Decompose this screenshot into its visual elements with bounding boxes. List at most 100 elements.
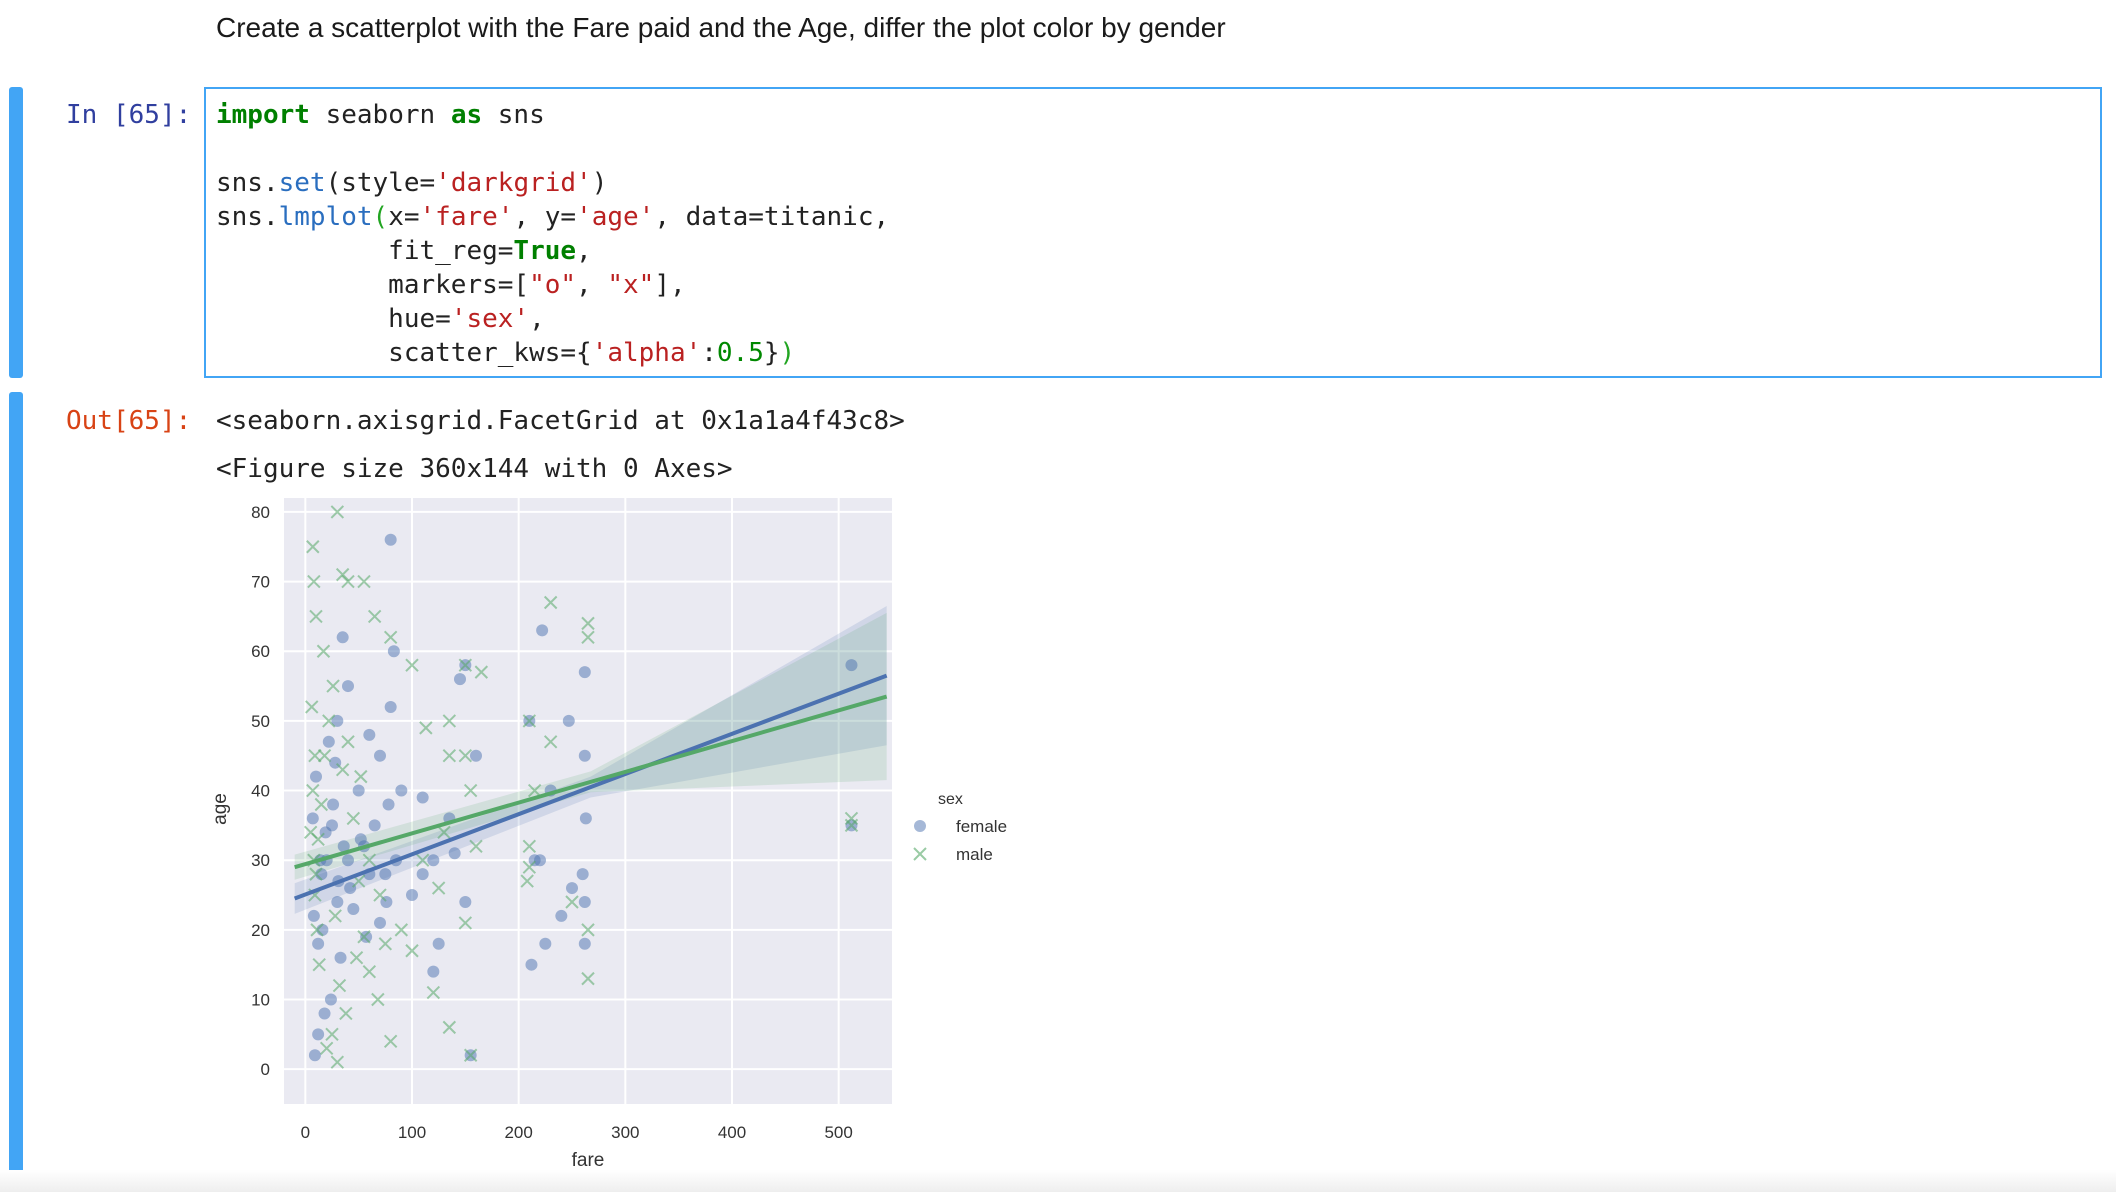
data-point-male [383,630,398,645]
data-point-female [416,791,429,804]
data-point-male [308,749,322,763]
data-point-female [432,937,445,950]
data-point-male [437,825,451,840]
data-point-female [578,749,591,762]
data-point-female [324,993,337,1006]
data-point-male [378,937,393,951]
data-point-male [325,1027,339,1042]
data-point-female [384,700,397,713]
regression-line-male [294,694,888,870]
x-tick-label: 200 [504,1123,532,1142]
data-point-female [470,749,482,762]
confidence-band-male [294,612,887,880]
code-token: markers=[ [216,270,530,300]
data-point-male [305,700,319,714]
data-point-male [326,679,340,693]
x-tick-label: 300 [611,1123,639,1142]
output-prompt: Out[65]: [66,406,192,436]
regression-line-female [293,673,888,901]
data-point-female [312,937,325,950]
data-point-male [341,735,355,749]
code-token: : [701,338,717,368]
data-point-male [316,644,331,658]
y-tick-label: 80 [251,503,270,522]
data-point-female [379,868,392,881]
figure-size-text: <Figure size 360x144 with 0 Axes> [216,454,733,484]
data-point-female [395,784,408,797]
data-point-female [344,882,357,895]
data-point-female [416,868,429,881]
data-point-male [394,923,409,937]
data-point-female [579,812,592,825]
data-point-male [458,916,473,930]
data-point-female [334,951,347,964]
data-point-female [310,770,322,783]
code-token: "o" [529,270,577,300]
data-point-female [534,854,546,867]
data-point-male [527,783,542,798]
data-point-male [322,714,336,728]
data-point-female [459,896,472,908]
data-point-male [309,867,323,881]
data-point-male [332,978,347,993]
data-point-male [469,839,483,853]
data-point-female [578,937,591,950]
code-token: , [576,236,592,266]
code-token: , [576,270,608,300]
data-point-male [314,797,329,812]
code-token: ( [372,202,389,232]
data-point-male [306,540,320,554]
code-token: 'alpha' [591,338,702,368]
data-point-male [354,769,368,784]
data-point-male [442,749,457,763]
code-token: 'age' [576,202,655,232]
bottom-scroll-shadow [0,1170,2116,1192]
y-tick-label: 60 [251,642,270,661]
y-tick-label: 40 [251,782,270,801]
output-cell-selection-bar[interactable] [9,392,23,1182]
code-token: , data=titanic, [654,202,890,232]
data-point-female [566,882,578,895]
y-tick-label: 20 [251,921,270,940]
code-token: scatter_kws={ [216,338,592,368]
data-point-female [342,854,354,867]
input-cell-selection-bar[interactable] [9,87,23,378]
data-point-male [474,665,489,679]
data-point-male [463,1048,478,1062]
code-content[interactable]: import seaborn as sns sns.set(style='dar… [216,98,889,370]
data-point-female [454,673,466,686]
code-token: sns. [216,202,279,232]
data-point-female [845,659,858,672]
code-token: fit_reg= [216,236,514,266]
data-point-male [357,930,371,944]
data-point-male [303,825,318,840]
y-tick-label: 70 [251,573,270,592]
legend-marker-male [913,847,927,861]
code-token: (style= [325,168,436,198]
data-point-female [306,812,319,825]
code-token: seaborn [309,100,451,130]
code-token: ) [591,168,608,198]
data-point-female [331,896,344,908]
data-point-female [562,714,575,727]
code-editor[interactable] [204,87,2102,378]
data-point-female [354,833,367,846]
data-point-female [312,1028,325,1041]
data-point-female [539,937,552,950]
data-point-female [342,680,354,693]
legend-marker-female [914,820,926,832]
code-token: "x" [607,270,655,300]
code-token: True [513,236,577,266]
data-point-female [448,847,461,860]
code-token: ], [654,270,686,300]
code-token: x= [388,202,420,232]
code-token: 'sex' [450,304,530,334]
data-point-female [337,840,350,853]
data-point-male [371,992,385,1007]
data-point-male [419,721,433,735]
plot-background [284,498,892,1104]
y-tick-label: 0 [261,1060,270,1079]
data-point-male [442,714,457,728]
data-point-female [331,714,344,727]
data-point-female [336,631,349,644]
